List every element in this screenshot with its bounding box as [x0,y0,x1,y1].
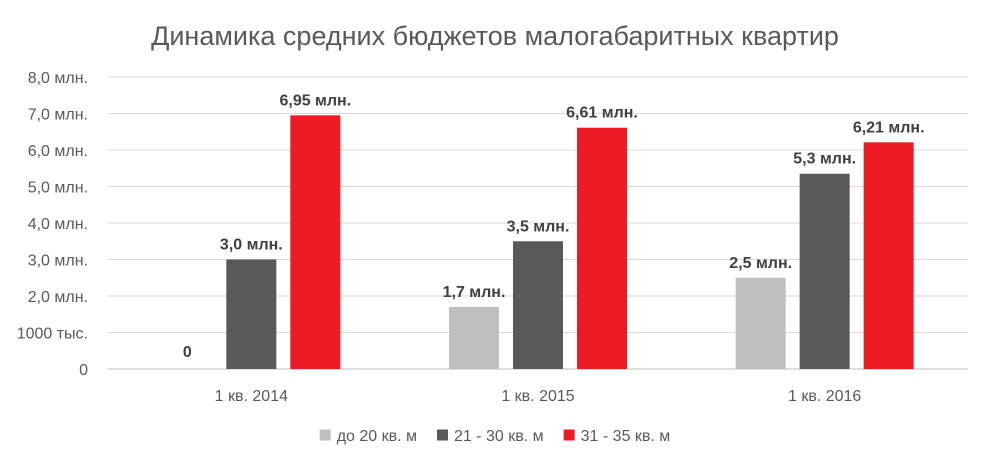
legend-label: до 20 кв. м [337,428,417,445]
legend-item: 31 - 35 кв. м [563,428,671,445]
x-category-label: 1 кв. 2014 [215,388,288,405]
bar-3-3 [863,142,914,369]
y-tick-label: 4,0 млн. [28,216,88,233]
data-label: 1,7 млн. [443,284,506,301]
bar-2-2 [513,241,563,369]
data-label: 3,5 млн. [507,218,570,235]
legend: до 20 кв. м 21 - 30 кв. м 31 - 35 кв. м [319,428,671,445]
y-tick-label: 8,0 млн. [28,70,88,87]
data-label: 6,95 млн. [279,92,351,109]
bar-1-2 [449,306,499,369]
data-label: 6,61 млн. [566,105,638,122]
data-label: 6,21 млн. [853,119,925,136]
data-label: 0 [183,344,192,361]
legend-item: до 20 кв. м [319,428,417,445]
data-label: 3,0 млн. [220,237,283,254]
legend-item: 21 - 30 кв. м [437,428,544,445]
y-tick-label: 2,0 млн. [28,289,88,306]
y-axis-ticks: 0 1000 тыс. 2,0 млн. 3,0 млн. 4,0 млн. 5,0 мл… [17,70,88,379]
legend-swatch [437,429,448,441]
data-label: 2,5 млн. [729,255,792,272]
y-tick-label: 6,0 млн. [28,143,88,160]
data-label: 5,3 млн. [793,151,856,168]
bar-2-3 [799,173,850,369]
x-axis-categories: 1 кв. 2014 1 кв. 2015 1 кв. 2016 [215,388,862,405]
y-tick-label: 3,0 млн. [28,253,88,270]
bar-3-2 [577,127,627,369]
legend-swatch [319,429,331,441]
x-category-label: 1 кв. 2016 [788,388,861,405]
bar-3-1 [290,115,341,369]
bars [226,115,914,369]
legend-label: 31 - 35 кв. м [581,428,671,445]
y-tick-label: 0 [79,362,88,379]
bar-1-3 [735,277,786,369]
y-tick-label: 1000 тыс. [17,326,88,343]
y-tick-label: 7,0 млн. [28,107,88,124]
bar-2-1 [226,259,277,369]
chart-title: Динамика средних бюджетов малогабаритных… [151,21,839,51]
legend-swatch [563,429,575,441]
y-tick-label: 5,0 млн. [28,180,88,197]
x-category-label: 1 кв. 2015 [501,388,574,405]
legend-label: 21 - 30 кв. м [454,428,544,445]
data-labels: 0 3,0 млн. 6,95 млн. 1,7 млн. 3,5 млн. 6,61 м… [183,92,925,361]
